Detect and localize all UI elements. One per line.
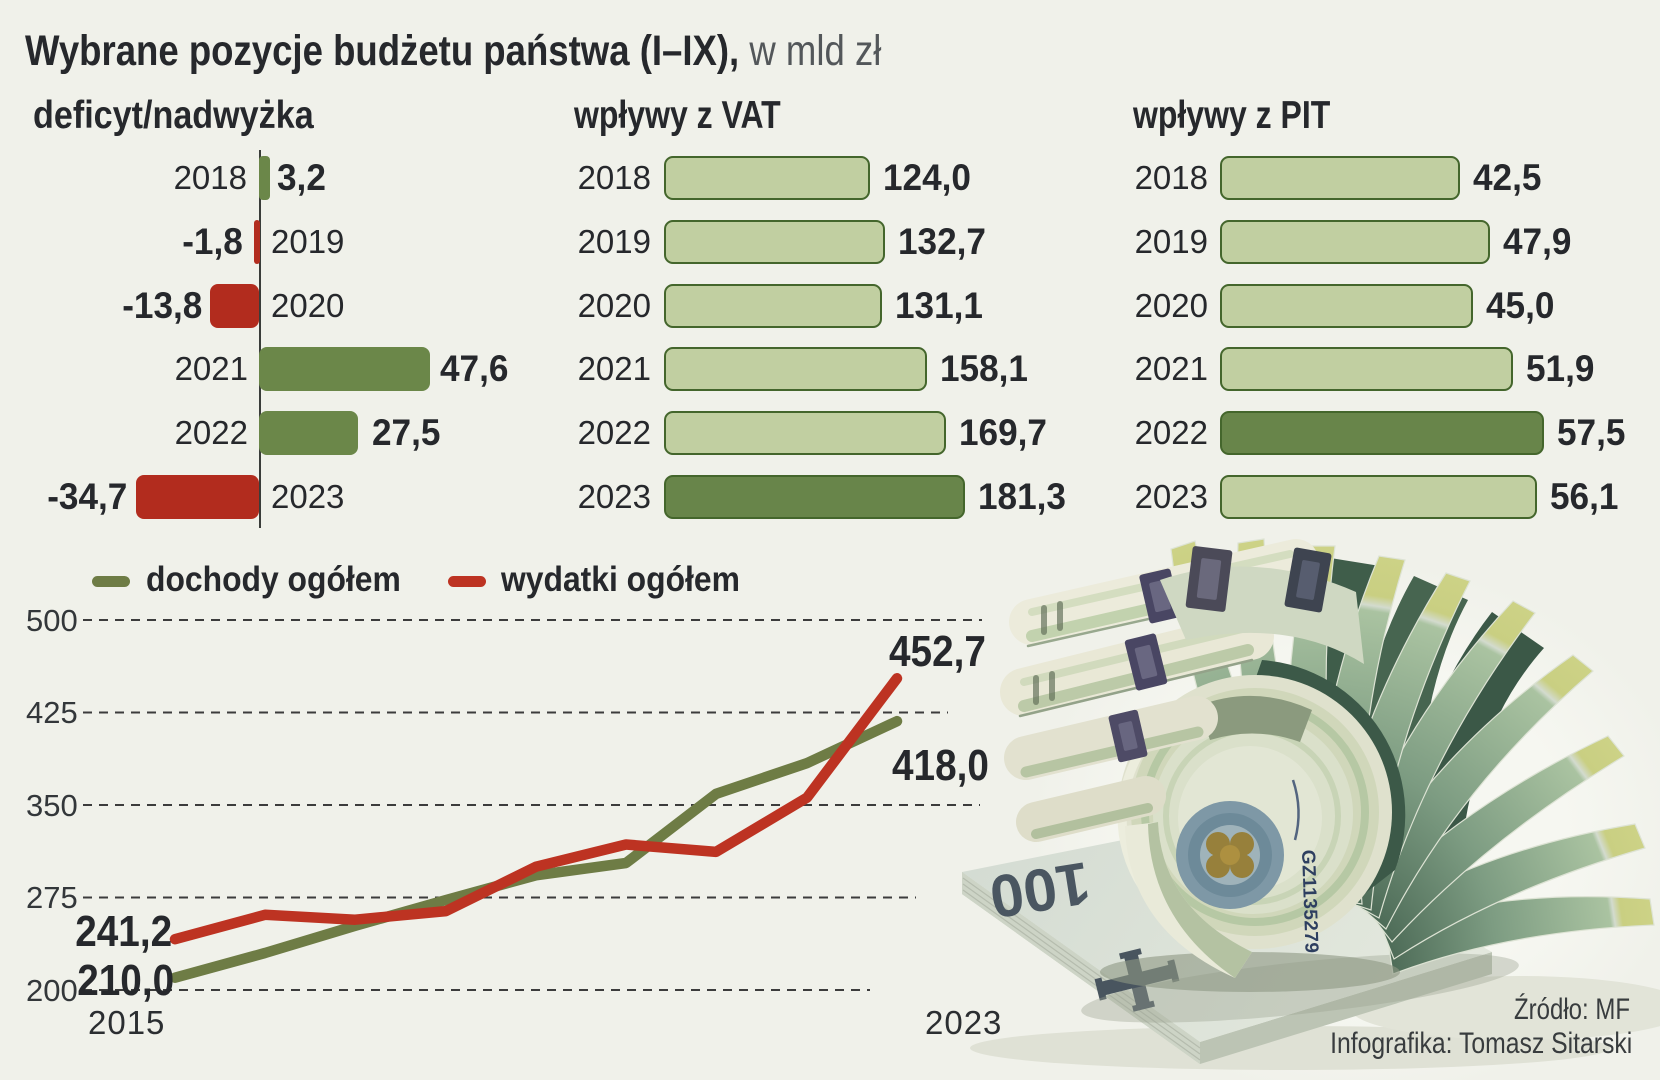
svg-text:GZ1135279: GZ1135279 <box>1297 849 1322 953</box>
svg-text:100: 100 <box>985 849 1094 931</box>
